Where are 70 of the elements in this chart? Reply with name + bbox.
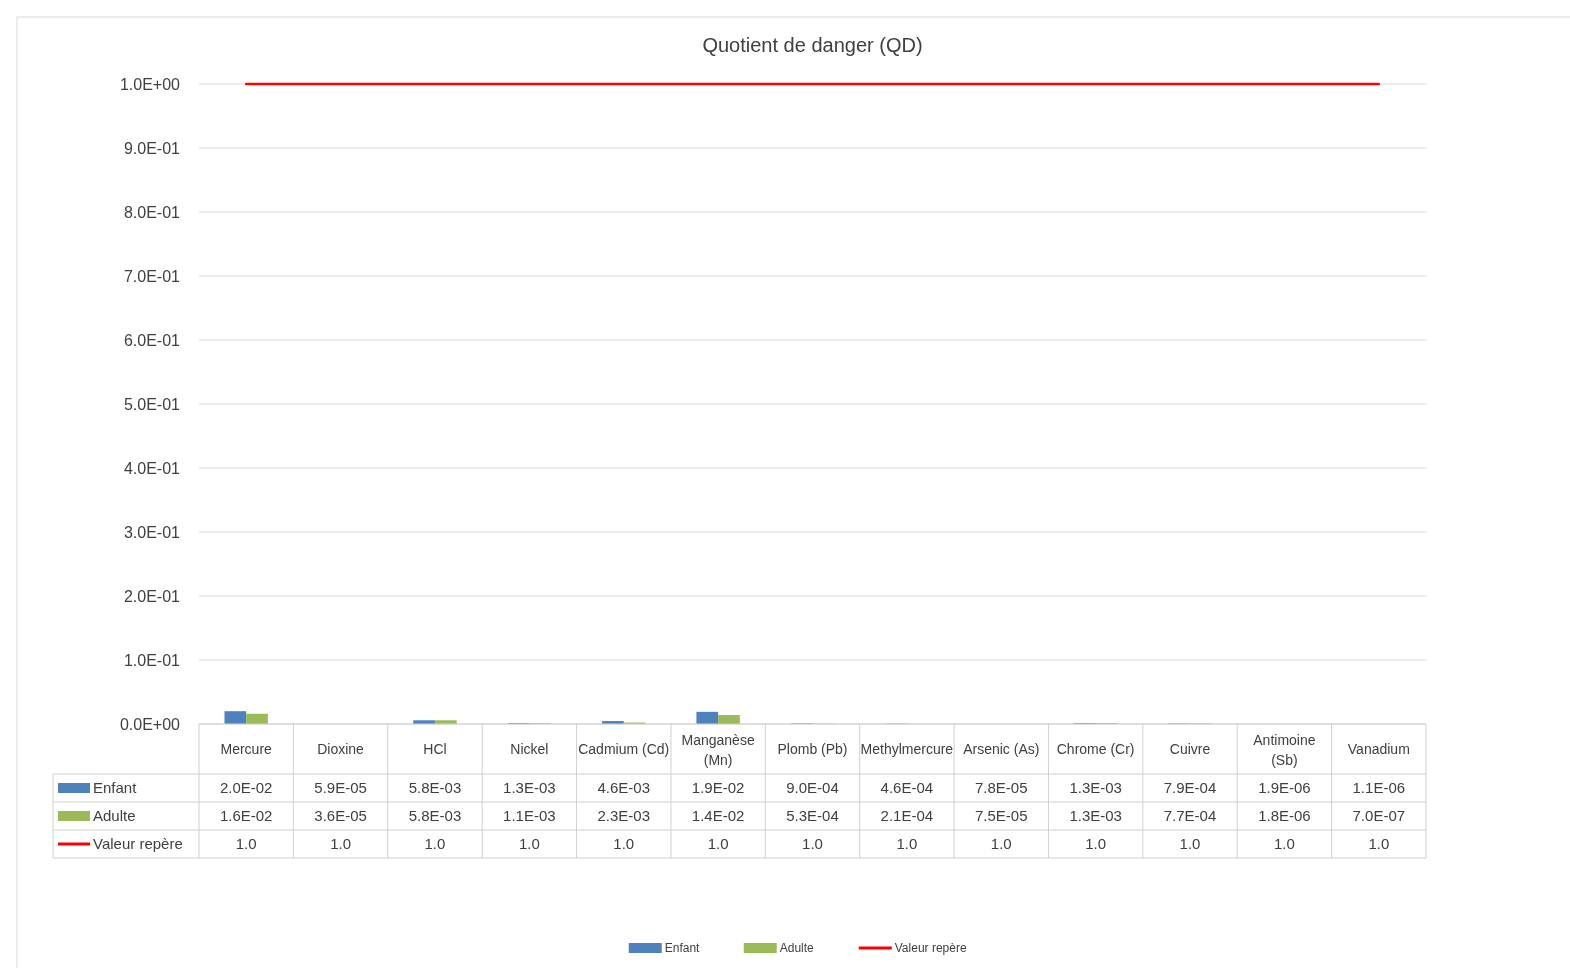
data-label: 7.9E-04: [1163, 779, 1217, 797]
data-label: 7.8E-05: [975, 779, 1028, 797]
data-label: 5.9E-05: [314, 779, 367, 797]
data-label: 1.3E-03: [1069, 779, 1122, 797]
data-label: 2.1E-04: [880, 807, 934, 825]
y-tick-label: 1.0E+00: [119, 75, 181, 93]
x-tick-label: Antimoine (Sb): [1253, 731, 1316, 768]
x-tick-label: Plomb (Pb): [777, 740, 848, 757]
y-tick-label: 0.0E+00: [119, 715, 181, 733]
text: Adulte: [779, 941, 814, 956]
data-label: 1.6E-02: [219, 807, 273, 825]
data-label: 3.6E-05: [314, 807, 367, 825]
x-tick-label: Cadmium (Cd): [578, 740, 670, 757]
data-label: 2.0E-02: [219, 779, 273, 797]
data-label: 9.0E-04: [786, 779, 839, 797]
data-label: 5.8E-03: [408, 779, 462, 797]
data-label: 1.0: [330, 835, 352, 853]
text: Enfant: [664, 941, 700, 956]
x-tick-label: Cuivre: [1169, 740, 1211, 757]
data-label: 1.0: [613, 835, 635, 853]
data-label: 7.7E-04: [1163, 807, 1217, 825]
chart-title: Quotient de danger (QD): [702, 34, 923, 56]
data-label: 1.4E-02: [691, 807, 745, 825]
y-tick-label: 5.0E-01: [123, 395, 181, 413]
data-label: 1.0: [990, 835, 1012, 853]
data-label: 1.0: [235, 835, 257, 853]
text: Valeur repère: [894, 941, 967, 956]
x-tick-label: Vanadium: [1347, 740, 1410, 757]
x-tick-label: Manganèse (Mn): [681, 731, 755, 768]
data-label: 1.0: [896, 835, 918, 853]
y-tick-label: 2.0E-01: [123, 587, 181, 605]
data-label: 1.0: [707, 835, 729, 853]
x-tick-label: HCl: [423, 740, 447, 757]
data-label: 1.0: [1085, 835, 1107, 853]
data-label: 1.0: [1368, 835, 1390, 853]
data-label: 1.0: [1179, 835, 1201, 853]
data-label: 1.9E-06: [1258, 779, 1311, 797]
legend-label: Valeur repère: [93, 835, 183, 853]
data-label: 7.5E-05: [975, 807, 1028, 825]
data-label: 1.1E-03: [503, 807, 556, 825]
y-tick-label: 9.0E-01: [123, 139, 181, 157]
data-label: 1.3E-03: [1069, 807, 1122, 825]
x-tick-label: Chrome (Cr): [1056, 740, 1135, 757]
data-label: 5.3E-04: [786, 807, 839, 825]
data-label: 1.9E-02: [691, 779, 745, 797]
y-tick-label: 4.0E-01: [123, 459, 181, 477]
data-label: 1.0: [518, 835, 540, 853]
x-tick-label: Mercure: [220, 740, 273, 757]
y-tick-label: 7.0E-01: [123, 267, 181, 285]
legend-label: Enfant: [93, 779, 138, 797]
x-tick-label: Methylmercure: [860, 740, 954, 757]
data-label: 1.3E-03: [503, 779, 556, 797]
data-label: 1.8E-06: [1258, 807, 1311, 825]
x-tick-label: Dioxine: [317, 740, 365, 757]
data-label: 4.6E-03: [597, 779, 650, 797]
data-label: 1.0: [802, 835, 823, 853]
data-label: 1.0: [424, 835, 446, 853]
y-tick-label: 6.0E-01: [123, 331, 181, 349]
data-label: 2.3E-03: [597, 807, 650, 825]
data-label: 4.6E-04: [880, 779, 934, 797]
y-tick-label: 3.0E-01: [123, 523, 181, 541]
x-tick-label: Arsenic (As): [963, 740, 1040, 757]
data-label: 1.0: [1273, 835, 1295, 853]
x-tick-label: Nickel: [510, 740, 549, 757]
data-label: 5.8E-03: [408, 807, 462, 825]
data-label: 1.1E-06: [1352, 779, 1406, 797]
y-tick-label: 1.0E-01: [123, 651, 181, 669]
data-label: 7.0E-07: [1352, 807, 1406, 825]
legend-label: Adulte: [93, 807, 136, 825]
y-tick-label: 8.0E-01: [123, 203, 181, 221]
